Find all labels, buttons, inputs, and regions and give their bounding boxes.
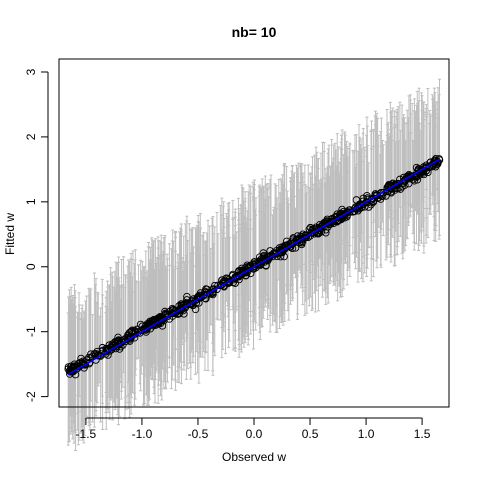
data-point: [362, 198, 371, 206]
data-point: [180, 303, 189, 311]
error-bars-group: [66, 78, 442, 451]
x-tick-label: 1.0: [358, 427, 375, 441]
data-point: [183, 292, 191, 301]
data-point: [344, 208, 352, 216]
data-point: [250, 262, 259, 270]
data-point: [102, 348, 110, 356]
y-tick-label: 1: [24, 198, 38, 205]
data-point: [373, 191, 381, 199]
data-point: [70, 367, 78, 375]
data-point: [158, 322, 167, 330]
y-tick-label: -2: [24, 391, 38, 402]
data-point: [111, 339, 119, 347]
data-point: [197, 293, 205, 301]
data-point: [85, 353, 93, 362]
data-point: [377, 188, 385, 197]
data-point: [191, 296, 200, 305]
data-point: [235, 267, 243, 275]
data-point: [404, 173, 413, 182]
data-point: [401, 181, 409, 189]
data-point: [282, 237, 291, 246]
y-axis-label: Fitted w: [3, 213, 17, 255]
data-point: [75, 359, 83, 367]
axes-group: -1.5 -1.0 -0.5 0.0 0.5 1.0 1.5 -2 -1 0 1 2 3: [24, 58, 450, 441]
data-point: [352, 196, 361, 204]
chart-title: nb= 10: [232, 24, 277, 40]
data-point: [171, 309, 180, 317]
data-point: [430, 159, 438, 168]
data-point: [239, 268, 248, 277]
data-point: [266, 253, 274, 261]
data-point: [376, 190, 384, 198]
data-point: [364, 203, 373, 211]
data-point: [280, 252, 288, 261]
data-point: [218, 276, 226, 285]
data-point: [153, 318, 161, 327]
y-tick-label: 0: [24, 263, 38, 270]
data-point: [150, 320, 158, 329]
x-tick-label: 0.5: [302, 427, 319, 441]
x-tick-label: 1.5: [414, 427, 431, 441]
data-point: [297, 235, 305, 244]
data-point: [419, 169, 428, 177]
x-tick-label: -0.5: [188, 427, 209, 441]
data-point: [264, 253, 273, 262]
y-tick-label: 2: [24, 133, 38, 140]
data-point: [124, 334, 133, 343]
data-point: [231, 273, 240, 281]
x-tick-label: 0.0: [246, 427, 263, 441]
data-point: [262, 262, 270, 270]
data-point: [335, 213, 344, 222]
data-point: [255, 253, 264, 261]
data-point: [428, 160, 437, 168]
data-point: [280, 244, 288, 253]
x-axis-label: Observed w: [222, 450, 286, 464]
plot-frame: [58, 58, 450, 408]
data-point: [280, 245, 289, 253]
reference-line-group: [67, 158, 441, 376]
data-point: [142, 326, 150, 334]
data-point: [390, 180, 399, 189]
reference-line: [67, 158, 441, 376]
data-point: [114, 333, 122, 342]
data-point: [435, 156, 444, 164]
x-tick-label: -1.0: [132, 427, 153, 441]
y-tick-label: 3: [24, 68, 38, 75]
x-tick-label: -1.5: [76, 427, 97, 441]
y-tick-label: -1: [24, 326, 38, 337]
data-point: [127, 327, 136, 336]
